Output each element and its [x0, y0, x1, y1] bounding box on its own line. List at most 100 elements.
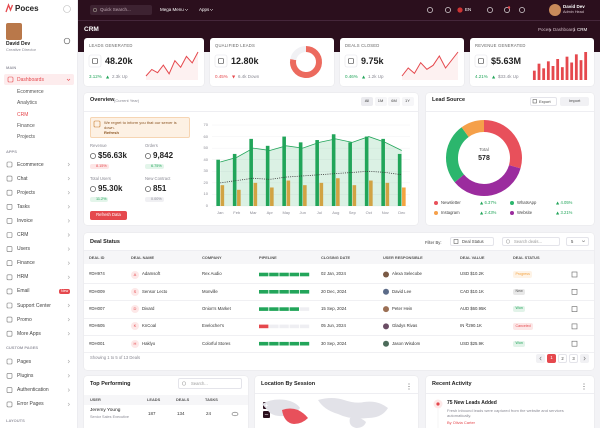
x-tick-label: Jul: [316, 210, 322, 215]
status-badge: New: [513, 288, 526, 295]
nav-item[interactable]: Ecommerce: [17, 161, 44, 168]
legend-change: 6.37%: [484, 200, 497, 205]
legend-swatch: [510, 211, 514, 215]
pipeline-segment: [259, 324, 269, 329]
section-title: LAYOUTS: [6, 418, 25, 423]
nav-item[interactable]: Pages: [17, 358, 32, 365]
nav-item[interactable]: HRM: [17, 274, 29, 281]
caret: [184, 8, 189, 11]
breadcrumb-item[interactable]: Poces: [538, 27, 551, 32]
period-tab[interactable]: All: [361, 97, 373, 106]
nav-item[interactable]: Support Center: [17, 302, 51, 309]
alert-text: We regret to inform you that our server …: [104, 120, 177, 130]
x-tick-label: Jun: [299, 210, 306, 215]
nav-item[interactable]: Chat: [17, 175, 28, 182]
sidebar: [0, 0, 78, 428]
nav-item[interactable]: Error Pages: [17, 401, 44, 408]
nav-item[interactable]: Promo: [17, 316, 32, 323]
topbar-icon: [445, 7, 451, 13]
page-number[interactable]: 3: [569, 354, 578, 363]
activity-text: Fresh inbound leads were captured from t…: [447, 408, 564, 418]
user-name: David Lee: [392, 288, 412, 294]
kpi-value: 48.20k: [105, 55, 133, 66]
page-prev[interactable]: [536, 354, 545, 363]
nav-item[interactable]: CRM: [17, 232, 29, 238]
language[interactable]: EN: [465, 7, 472, 12]
kpi-value: 12.80k: [231, 55, 259, 66]
edit-icon: [571, 340, 578, 347]
breadcrumb-item[interactable]: Dashboard: [553, 27, 576, 32]
legend-swatch: [434, 211, 438, 215]
alert-action[interactable]: Refresh: [104, 130, 119, 135]
search-box[interactable]: [90, 5, 152, 15]
period-tab[interactable]: 1Y: [401, 97, 414, 106]
bar: [249, 138, 253, 206]
pipeline-segment: [259, 290, 269, 294]
nav-item[interactable]: Plugins: [17, 372, 34, 379]
deal-search[interactable]: Search deals...: [502, 237, 560, 246]
button-icon: [532, 99, 537, 104]
nav-item[interactable]: Email: [17, 288, 30, 295]
page-number[interactable]: 2: [558, 354, 567, 363]
nav-subitem[interactable]: CRM: [17, 111, 29, 118]
caret: [209, 8, 214, 11]
nav-item[interactable]: Projects: [17, 189, 36, 196]
performer-search[interactable]: Search...: [178, 378, 242, 389]
nav-subitem[interactable]: Finance: [17, 122, 35, 129]
alert-icon: [93, 120, 101, 128]
nav-item[interactable]: Invoice: [17, 217, 33, 224]
nav-item[interactable]: Users: [17, 246, 31, 253]
menu-link[interactable]: Mega Menu: [160, 7, 184, 12]
stat-label: Orders: [145, 143, 158, 148]
user-avatar: [383, 306, 389, 313]
notification-dot: [507, 6, 511, 9]
import-button[interactable]: Import: [560, 97, 589, 106]
nav-subitem[interactable]: Projects: [17, 134, 36, 141]
chevron: [66, 78, 71, 81]
page-number[interactable]: 1: [547, 354, 556, 363]
x-tick-label: Oct: [365, 210, 372, 215]
column-header: DEAL STATUS: [513, 254, 540, 260]
topbar-avatar[interactable]: [549, 4, 561, 16]
bar: [232, 153, 237, 206]
donut-total: 578: [478, 155, 490, 162]
company: Rex Audio: [202, 271, 222, 277]
user-name: Gladys Rivas: [392, 323, 418, 329]
kpi-delta: 2.3k Up: [112, 74, 128, 79]
pipeline-track: [299, 324, 310, 329]
y-tick-label: 30: [203, 168, 208, 174]
x-tick-label: May: [282, 210, 291, 215]
period-tab[interactable]: 6M: [388, 97, 400, 106]
export-button[interactable]: Export: [530, 97, 557, 106]
sparkline: [145, 51, 199, 77]
nav-item[interactable]: Tasks: [17, 203, 30, 210]
search-icon: [505, 239, 511, 244]
deal-value: IN ₹290.1K: [460, 323, 482, 329]
company: Evelocher's: [202, 323, 225, 329]
page-size[interactable]: 5: [566, 237, 589, 246]
donut-total-label: Total: [479, 147, 489, 152]
table-footer: Showing 1 to 5 of 13 Deals: [90, 355, 141, 360]
nav-item[interactable]: Dashboards: [17, 76, 44, 83]
filter-select[interactable]: Deal Status: [450, 237, 494, 246]
nav-subitem[interactable]: Analytics: [17, 100, 38, 107]
user-name: Peter Hein: [392, 305, 413, 311]
column-header: DEAL VALUE: [460, 254, 485, 260]
bar: [303, 185, 307, 206]
column-header: CLOSING DATE: [321, 254, 351, 260]
bar: [385, 182, 390, 206]
deal-initial: K: [131, 322, 139, 331]
kpi-icon-glyph: [218, 58, 224, 64]
bar: [237, 189, 241, 206]
closing-date: 30 Sep, 2024: [321, 340, 347, 346]
period-tab[interactable]: 1M: [374, 97, 387, 106]
x-tick-label: Dec: [398, 210, 406, 215]
nav-subitem[interactable]: Ecommerce: [17, 89, 44, 95]
menu-link[interactable]: Apps: [199, 7, 210, 12]
refresh-button[interactable]: Refresh Data: [90, 211, 127, 220]
page-next[interactable]: [580, 354, 589, 363]
chevron: [539, 356, 542, 361]
nav-item[interactable]: Authentication: [17, 387, 49, 394]
nav-item[interactable]: More Apps: [17, 330, 41, 337]
nav-item[interactable]: Finance: [17, 260, 35, 267]
